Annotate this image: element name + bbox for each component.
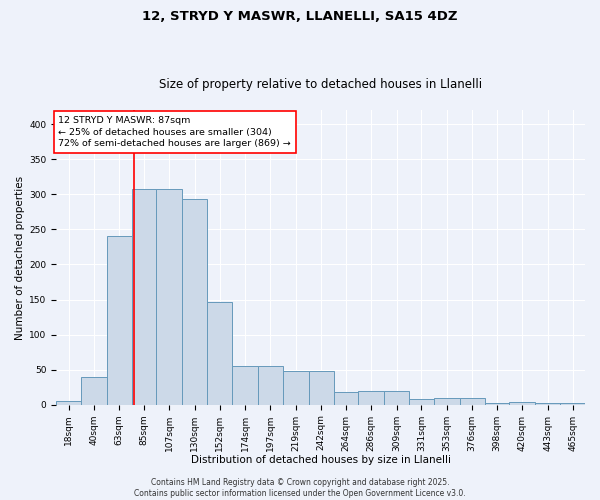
Y-axis label: Number of detached properties: Number of detached properties [15, 176, 25, 340]
Bar [509, 402, 535, 404]
Bar [283, 371, 309, 404]
Text: 12, STRYD Y MASWR, LLANELLI, SA15 4DZ: 12, STRYD Y MASWR, LLANELLI, SA15 4DZ [142, 10, 458, 23]
Bar [485, 402, 509, 404]
Bar [309, 371, 334, 404]
Bar [358, 392, 384, 404]
Bar [207, 302, 232, 404]
Bar [258, 366, 283, 405]
Title: Size of property relative to detached houses in Llanelli: Size of property relative to detached ho… [159, 78, 482, 91]
Bar [56, 400, 81, 404]
X-axis label: Distribution of detached houses by size in Llanelli: Distribution of detached houses by size … [191, 455, 451, 465]
Bar [409, 399, 434, 404]
Bar [434, 398, 460, 404]
Bar [535, 402, 560, 404]
Text: 12 STRYD Y MASWR: 87sqm
← 25% of detached houses are smaller (304)
72% of semi-d: 12 STRYD Y MASWR: 87sqm ← 25% of detache… [58, 116, 291, 148]
Text: Contains HM Land Registry data © Crown copyright and database right 2025.
Contai: Contains HM Land Registry data © Crown c… [134, 478, 466, 498]
Bar [384, 392, 409, 404]
Bar [157, 190, 182, 404]
Bar [560, 402, 585, 404]
Bar [460, 398, 485, 404]
Bar [232, 366, 258, 405]
Bar [182, 200, 207, 404]
Bar [107, 236, 131, 404]
Bar [131, 190, 157, 404]
Bar [81, 378, 107, 404]
Bar [334, 392, 358, 404]
